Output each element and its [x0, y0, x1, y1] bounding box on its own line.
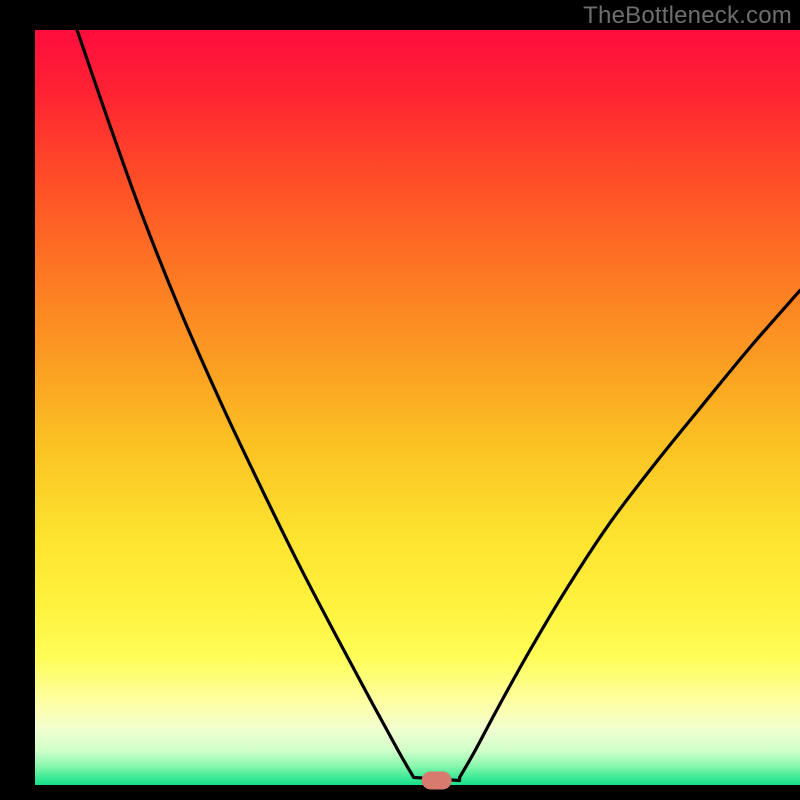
outer-black-frame: TheBottleneck.com [0, 0, 800, 800]
bottleneck-marker [422, 771, 452, 789]
gradient-plot-area [35, 30, 800, 785]
bottleneck-chart [0, 0, 800, 800]
watermark-text: TheBottleneck.com [583, 2, 792, 30]
